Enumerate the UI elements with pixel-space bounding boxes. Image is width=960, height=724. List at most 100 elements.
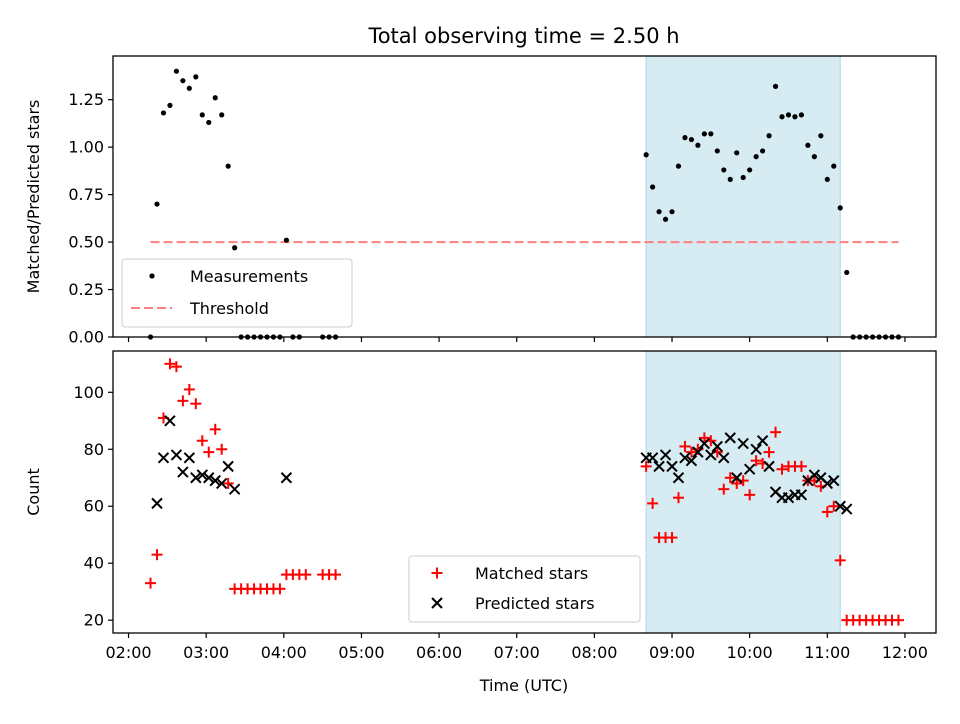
measurement-point-33	[682, 135, 688, 141]
top-ytick-label-3: 0.75	[68, 185, 104, 204]
predicted-point-27-b	[724, 432, 736, 444]
measurement-point-4	[173, 68, 180, 74]
legend-marker-predicted-b	[431, 597, 443, 609]
chart-title: Total observing time = 2.50 h	[367, 24, 679, 48]
matched-point-7	[190, 398, 202, 410]
bottom-legend: Matched stars Predicted stars	[408, 555, 641, 623]
predicted-point-17-b	[659, 449, 672, 461]
predicted-point-36	[782, 491, 795, 504]
predicted-point-21	[685, 454, 698, 467]
matched-point-0	[145, 577, 157, 589]
x-tick-label-6: 08:00	[571, 643, 617, 662]
bottom-ytick-label-1: 40	[84, 554, 104, 573]
predicted-point-6	[190, 472, 202, 484]
measurement-point-44	[753, 154, 759, 160]
matched-point-8	[196, 435, 208, 447]
legend-label-threshold: Threshold	[189, 299, 269, 318]
predicted-point-2-b	[164, 415, 176, 427]
predicted-point-10	[215, 477, 228, 490]
measurement-point-1	[154, 201, 160, 207]
measurement-point-52	[805, 142, 811, 148]
predicted-point-5	[183, 452, 196, 464]
predicted-point-45	[841, 503, 853, 515]
bottom-axes-frame	[112, 350, 937, 634]
measurement-point-29	[656, 209, 662, 215]
top-y-axis-label: Matched/Predicted stars	[24, 100, 43, 294]
predicted-point-17	[659, 449, 672, 461]
measurement-point-55	[824, 176, 830, 183]
top-ytick-label-2: 0.50	[68, 233, 104, 252]
measurement-point-11	[219, 112, 225, 118]
measurement-point-56	[831, 163, 837, 169]
predicted-point-19	[672, 472, 685, 484]
predicted-point-30	[743, 463, 756, 475]
predicted-point-4	[177, 466, 189, 478]
bottom-ytick-label-2: 60	[84, 497, 104, 516]
measurement-point-57	[837, 205, 843, 211]
predicted-point-32-b	[756, 435, 769, 447]
matched-point-4	[170, 361, 182, 373]
predicted-point-1-b	[157, 452, 170, 464]
x-tick-label-2: 04:00	[261, 643, 307, 662]
predicted-point-26	[718, 452, 730, 464]
predicted-point-33	[763, 460, 775, 473]
matched-point-48	[770, 426, 782, 438]
matched-point-40	[718, 483, 730, 495]
measurement-point-30	[662, 216, 669, 222]
measurement-point-21	[283, 237, 289, 243]
bottom-ytick-label-4: 100	[73, 383, 104, 402]
measurement-point-37	[708, 131, 714, 137]
measurement-point-35	[695, 142, 701, 148]
predicted-point-33-b	[763, 460, 775, 473]
bottom-panel: 20 40 60 80 100 02:00 03:00 04:00 05:00 06:00 07:…	[24, 350, 937, 695]
predicted-point-11-b	[222, 460, 234, 473]
measurement-point-53	[811, 154, 817, 160]
top-axes-frame	[112, 55, 937, 338]
top-ytick-label-4: 1.00	[68, 138, 104, 157]
top-bg-highlight-span	[645, 55, 841, 338]
predicted-point-29	[737, 437, 749, 450]
predicted-point-34-b	[769, 486, 782, 498]
predicted-point-9	[209, 474, 221, 487]
measurement-point-38	[714, 148, 720, 154]
measurement-point-7	[193, 74, 199, 80]
measurement-point-51	[798, 112, 805, 118]
predicted-point-9-b	[209, 474, 221, 487]
matched-point-52	[795, 460, 807, 472]
measurement-point-3	[167, 102, 173, 108]
matched-point-57	[828, 500, 840, 512]
predicted-point-13-b	[280, 472, 293, 484]
measurement-point-49	[785, 112, 792, 118]
predicted-point-8-b	[203, 472, 215, 484]
legend-label-matched: Matched stars	[475, 564, 588, 583]
measurement-point-5	[180, 78, 186, 84]
matched-point-12	[222, 477, 234, 489]
predicted-point-38	[795, 489, 808, 501]
predicted-point-40-b	[808, 469, 821, 481]
predicted-point-38-b	[795, 489, 808, 501]
measurement-point-34	[688, 136, 695, 143]
matched-point-28	[640, 460, 652, 472]
predicted-point-20	[679, 452, 691, 464]
measurement-point-39	[721, 167, 727, 173]
predicted-point-12-b	[228, 483, 241, 495]
predicted-point-43	[828, 474, 840, 487]
bottom-legend-box	[408, 555, 641, 623]
measurement-point-58	[844, 269, 850, 276]
matched-point-3	[164, 358, 176, 370]
legend-label-measurements: Measurements	[190, 267, 308, 286]
predicted-point-22	[692, 446, 704, 458]
matched-point-37	[698, 432, 710, 444]
measurement-point-47	[772, 83, 779, 89]
measurement-point-43	[747, 167, 753, 173]
x-axis-label: Time (UTC)	[479, 676, 568, 695]
top-panel: 0.00 0.25 0.50 0.75 1.00 1.25 Matched/Predict…	[24, 55, 937, 347]
predicted-point-28	[731, 472, 743, 484]
predicted-point-30-b	[743, 463, 756, 475]
x-tick-label-3: 05:00	[338, 643, 384, 662]
matched-point-47	[763, 446, 775, 458]
matched-point-42	[731, 477, 743, 489]
matched-point-1	[151, 549, 163, 561]
predicted-point-44-b	[834, 500, 846, 512]
predicted-point-0	[151, 497, 163, 510]
